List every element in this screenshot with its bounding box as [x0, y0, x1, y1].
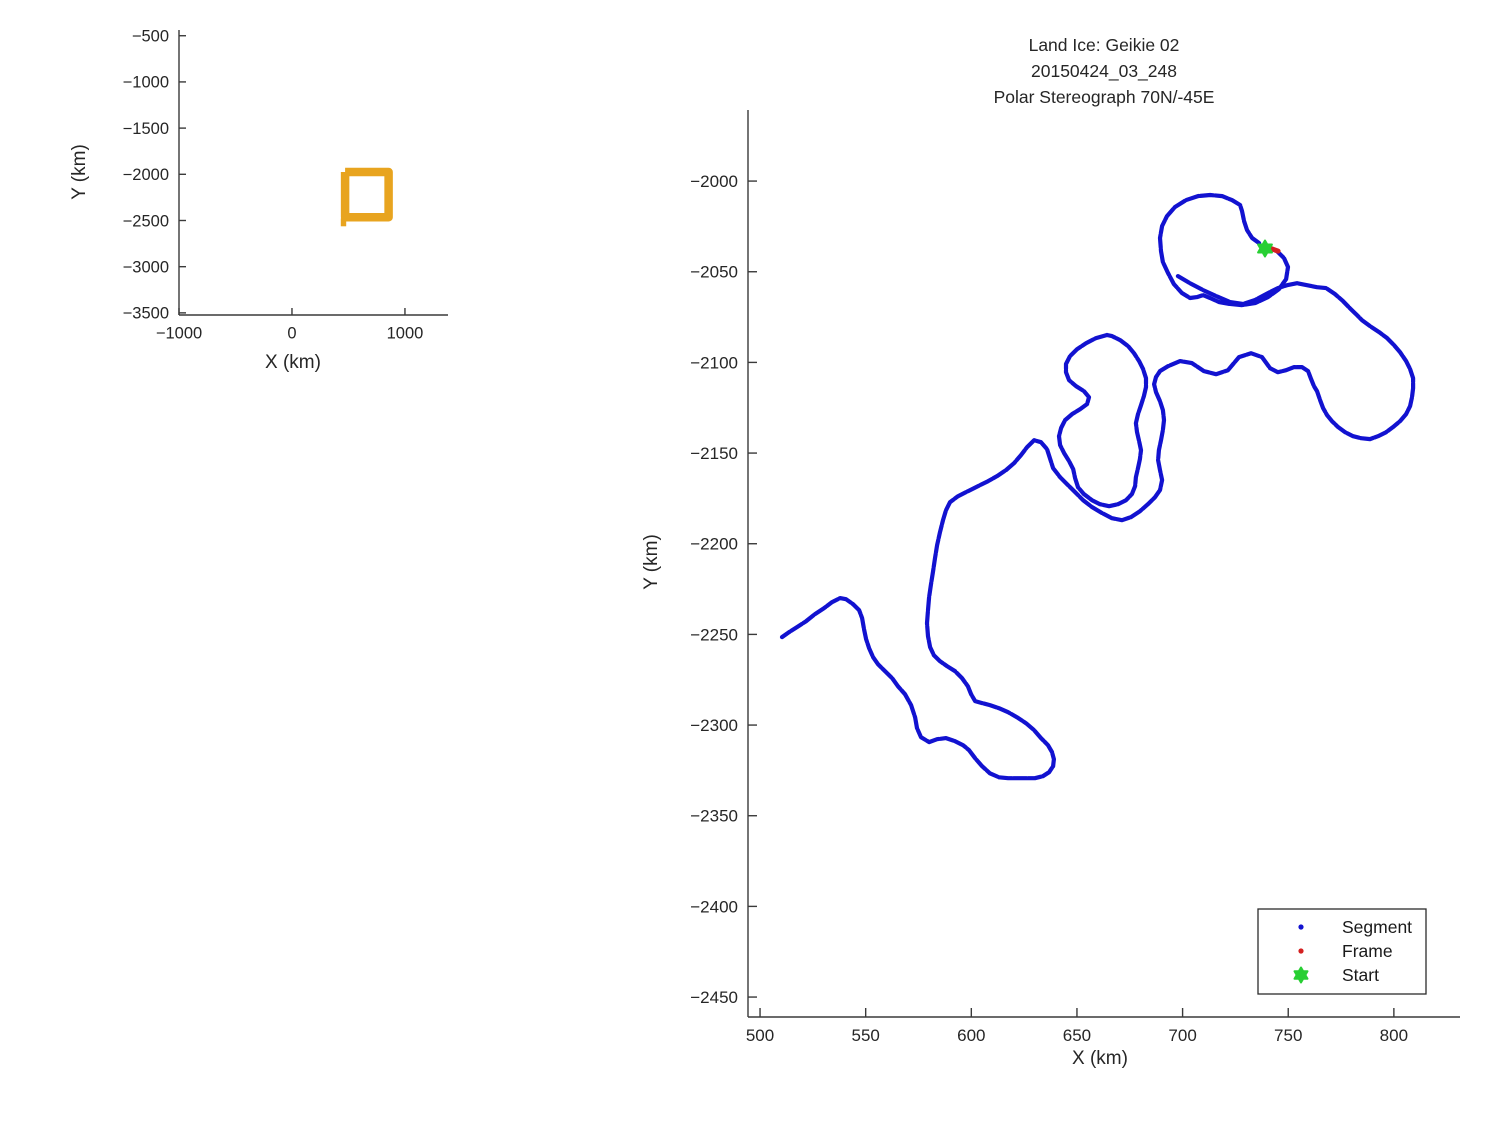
legend-label-frame: Frame	[1342, 941, 1393, 961]
main-y-tick-label: −2000	[690, 172, 738, 191]
main-y-axis-label: Y (km)	[641, 534, 662, 590]
main-x-tick-label: 500	[746, 1026, 774, 1045]
start-marker	[1257, 239, 1273, 258]
plot-title-line-3: Polar Stereograph 70N/-45E	[994, 87, 1215, 107]
main-y-tick-label: −2300	[690, 716, 738, 735]
main-y-tick-label: −2150	[690, 444, 738, 463]
legend-marker-frame	[1298, 948, 1304, 954]
track-segment-path	[1056, 332, 1149, 509]
main-y-tick-label: −2350	[690, 807, 738, 826]
main-x-tick-label: 550	[851, 1026, 879, 1045]
inset-x-tick-label: 1000	[387, 325, 424, 343]
inset-y-tick-label: −3000	[123, 258, 169, 276]
inset-x-tick-label: −1000	[156, 325, 202, 343]
main-x-tick-label: 650	[1063, 1026, 1091, 1045]
inset-y-tick-label: −1500	[123, 120, 169, 138]
main-y-tick-label: −2250	[690, 625, 738, 644]
plot-title-line-2: 20150424_03_248	[1031, 61, 1177, 82]
legend-label-segment: Segment	[1342, 917, 1412, 937]
legend-box	[1257, 908, 1427, 995]
legend-label-start: Start	[1342, 965, 1379, 985]
inset-x-axis-label: X (km)	[265, 352, 321, 373]
inset-x-tick-label: 0	[287, 325, 296, 343]
main-x-tick-label: 700	[1168, 1026, 1196, 1045]
track-segment-path	[1157, 192, 1291, 308]
inset-y-tick-label: −3500	[123, 305, 169, 323]
main-x-tick-label: 600	[957, 1026, 985, 1045]
inset-y-tick-label: −2000	[123, 166, 169, 184]
inset-y-axis-label: Y (km)	[69, 144, 90, 200]
inset-y-tick-label: −1000	[123, 74, 169, 92]
inset-full-flight-track-path	[340, 167, 393, 222]
legend-marker-segment	[1298, 924, 1304, 930]
main-y-tick-label: −2200	[690, 535, 738, 554]
track-frame-path	[1267, 245, 1281, 254]
main-x-tick-label: 750	[1274, 1026, 1302, 1045]
legend-marker-start	[1293, 966, 1309, 984]
main-x-axis-label: X (km)	[1072, 1048, 1128, 1069]
main-x-tick-label: 800	[1380, 1026, 1408, 1045]
main-y-tick-label: −2050	[690, 263, 738, 282]
main-y-tick-label: −2400	[690, 897, 738, 916]
plot-title-line-1: Land Ice: Geikie 02	[1029, 35, 1180, 55]
main-y-tick-label: −2450	[690, 988, 738, 1007]
inset-y-tick-label: −2500	[123, 212, 169, 230]
track-segment-path	[779, 274, 1416, 781]
inset-y-tick-label: −500	[132, 28, 169, 46]
main-y-tick-label: −2100	[690, 353, 738, 372]
